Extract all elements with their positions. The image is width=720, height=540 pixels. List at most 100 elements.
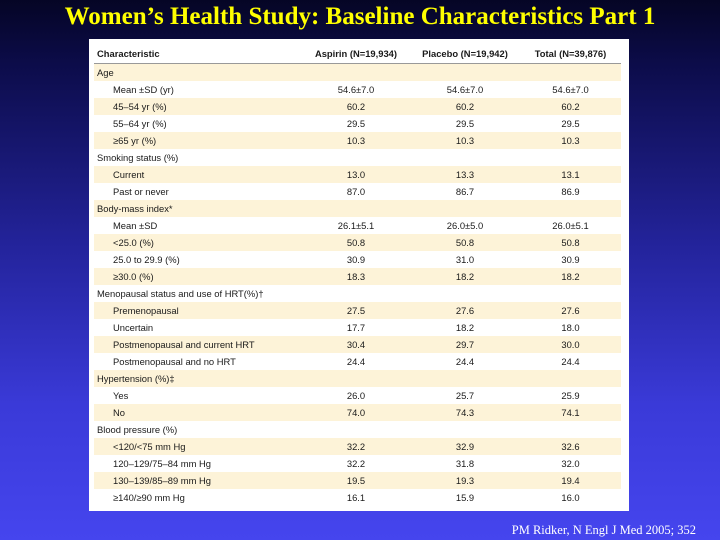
slide-title: Women’s Health Study: Baseline Character… bbox=[64, 3, 656, 30]
table-header-row: Characteristic Aspirin (N=19,934) Placeb… bbox=[94, 43, 621, 64]
aspirin-value: 24.4 bbox=[346, 356, 366, 367]
aspirin-value: 26.1±5.1 bbox=[337, 220, 375, 231]
table-row: Mean ±SD (yr) 54.6±7.0 54.6±7.0 54.6±7.0 bbox=[94, 81, 621, 98]
table-row: Yes 26.0 25.7 25.9 bbox=[94, 387, 621, 404]
placebo-value: 18.2 bbox=[410, 268, 520, 285]
table-row: ≥65 yr (%) 10.3 10.3 10.3 bbox=[94, 132, 621, 149]
table-row: Postmenopausal and no HRT 24.4 24.4 24.4 bbox=[94, 353, 621, 370]
header-placebo: Placebo (N=19,942) bbox=[410, 43, 520, 64]
total-value bbox=[520, 200, 621, 217]
aspirin-value: 50.8 bbox=[302, 234, 410, 251]
table-row: ≥30.0 (%) 18.3 18.2 18.2 bbox=[94, 268, 621, 285]
section-label: Body-mass index* bbox=[94, 200, 302, 217]
total-value: 30.9 bbox=[561, 254, 580, 265]
placebo-value: 15.9 bbox=[455, 492, 475, 503]
placebo-value: 54.6±7.0 bbox=[446, 84, 484, 95]
placebo-value bbox=[410, 285, 520, 302]
total-value: 60.2 bbox=[520, 98, 621, 115]
header-aspirin: Aspirin (N=19,934) bbox=[302, 43, 410, 64]
table-row: 55–64 yr (%) 29.5 29.5 29.5 bbox=[94, 115, 621, 132]
aspirin-value: 27.5 bbox=[302, 302, 410, 319]
aspirin-value: 74.0 bbox=[302, 404, 410, 421]
total-value: 10.3 bbox=[520, 132, 621, 149]
aspirin-value bbox=[302, 285, 410, 302]
row-label: Uncertain bbox=[113, 322, 154, 333]
row-label: Mean ±SD (yr) bbox=[113, 84, 174, 95]
aspirin-value: 26.0 bbox=[346, 390, 366, 401]
total-value: 54.6±7.0 bbox=[552, 84, 589, 95]
aspirin-value: 13.0 bbox=[302, 166, 410, 183]
placebo-value: 19.3 bbox=[410, 472, 520, 489]
row-label: ≥65 yr (%) bbox=[94, 132, 302, 149]
row-label: Mean ±SD bbox=[113, 220, 158, 231]
aspirin-value: 32.2 bbox=[302, 438, 410, 455]
placebo-value bbox=[410, 421, 520, 438]
aspirin-value: 30.4 bbox=[302, 336, 410, 353]
row-label: Postmenopausal and current HRT bbox=[94, 336, 302, 353]
placebo-value: 60.2 bbox=[410, 98, 520, 115]
aspirin-value: 87.0 bbox=[346, 186, 366, 197]
table-body: Age Mean ±SD (yr) 54.6±7.0 54.6±7.0 54.6±7.0… bbox=[94, 63, 621, 507]
row-label: Past or never bbox=[113, 186, 169, 197]
placebo-value: 10.3 bbox=[410, 132, 520, 149]
total-value: 29.5 bbox=[561, 118, 580, 129]
table-row: 120–129/75–84 mm Hg 32.2 31.8 32.0 bbox=[94, 455, 621, 472]
total-value: 32.6 bbox=[520, 438, 621, 455]
placebo-value: 31.0 bbox=[455, 254, 475, 265]
section-label: Blood pressure (%) bbox=[97, 424, 178, 435]
section-label: Menopausal status and use of HRT(%)† bbox=[97, 288, 264, 299]
total-value: 18.0 bbox=[561, 322, 580, 333]
aspirin-value: 30.9 bbox=[346, 254, 366, 265]
placebo-value: 86.7 bbox=[455, 186, 475, 197]
table-row: <25.0 (%) 50.8 50.8 50.8 bbox=[94, 234, 621, 251]
total-value: 27.6 bbox=[520, 302, 621, 319]
total-value: 86.9 bbox=[561, 186, 580, 197]
total-value bbox=[520, 285, 621, 302]
placebo-value: 27.6 bbox=[410, 302, 520, 319]
table-row: Current 13.0 13.3 13.1 bbox=[94, 166, 621, 183]
aspirin-value bbox=[302, 149, 410, 166]
aspirin-value: 18.3 bbox=[302, 268, 410, 285]
citation: PM Ridker, N Engl J Med 2005; 352 bbox=[511, 523, 696, 537]
table-row: Body-mass index* bbox=[94, 200, 621, 217]
aspirin-value: 29.5 bbox=[346, 118, 366, 129]
row-label: 120–129/75–84 mm Hg bbox=[113, 458, 211, 469]
aspirin-value bbox=[302, 370, 410, 387]
row-label: Yes bbox=[113, 390, 129, 401]
table-row: Smoking status (%) bbox=[94, 149, 621, 166]
section-label: Age bbox=[94, 63, 302, 81]
table-row: Age bbox=[94, 63, 621, 81]
total-value bbox=[520, 421, 621, 438]
total-value: 24.4 bbox=[561, 356, 580, 367]
table-row: Menopausal status and use of HRT(%)† bbox=[94, 285, 621, 302]
placebo-value: 29.7 bbox=[410, 336, 520, 353]
aspirin-value: 54.6±7.0 bbox=[337, 84, 375, 95]
row-label: 45–54 yr (%) bbox=[94, 98, 302, 115]
table-row: Uncertain 17.7 18.2 18.0 bbox=[94, 319, 621, 336]
table-row: 25.0 to 29.9 (%) 30.9 31.0 30.9 bbox=[94, 251, 621, 268]
table-row: Past or never 87.0 86.7 86.9 bbox=[94, 183, 621, 200]
total-value: 19.4 bbox=[520, 472, 621, 489]
table-row: <120/<75 mm Hg 32.2 32.9 32.6 bbox=[94, 438, 621, 455]
placebo-value bbox=[410, 149, 520, 166]
table-row: 130–139/85–89 mm Hg 19.5 19.3 19.4 bbox=[94, 472, 621, 489]
placebo-value: 13.3 bbox=[410, 166, 520, 183]
total-value bbox=[520, 370, 621, 387]
row-label: <120/<75 mm Hg bbox=[94, 438, 302, 455]
aspirin-value: 10.3 bbox=[302, 132, 410, 149]
total-value: 30.0 bbox=[520, 336, 621, 353]
baseline-characteristics-table: Characteristic Aspirin (N=19,934) Placeb… bbox=[94, 43, 621, 506]
total-value bbox=[520, 63, 621, 81]
placebo-value: 31.8 bbox=[455, 458, 475, 469]
placebo-value bbox=[410, 200, 520, 217]
aspirin-value: 16.1 bbox=[346, 492, 366, 503]
table-row: 45–54 yr (%) 60.2 60.2 60.2 bbox=[94, 98, 621, 115]
total-value: 16.0 bbox=[561, 492, 580, 503]
row-label: 130–139/85–89 mm Hg bbox=[94, 472, 302, 489]
header-characteristic: Characteristic bbox=[94, 43, 302, 64]
placebo-value: 29.5 bbox=[455, 118, 475, 129]
placebo-value: 24.4 bbox=[455, 356, 475, 367]
row-label: 55–64 yr (%) bbox=[113, 118, 167, 129]
baseline-characteristics-table-panel: Characteristic Aspirin (N=19,934) Placeb… bbox=[89, 39, 629, 511]
total-value bbox=[520, 149, 621, 166]
